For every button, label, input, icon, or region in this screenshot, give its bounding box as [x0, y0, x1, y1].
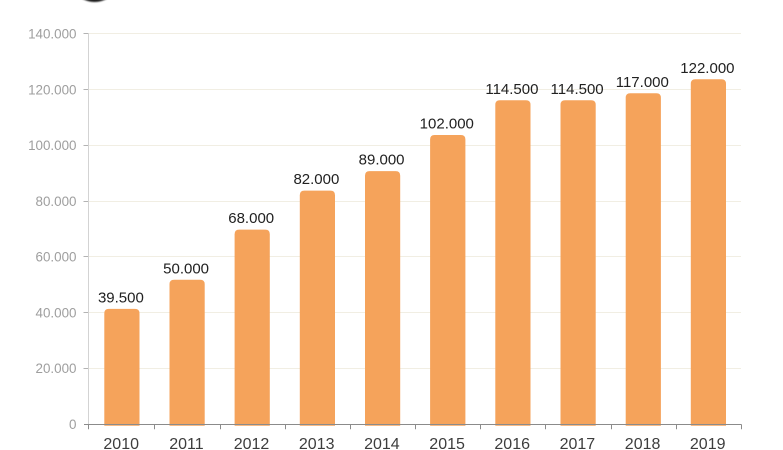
svg-text:102.000: 102.000 — [420, 116, 474, 133]
svg-text:68.000: 68.000 — [228, 210, 274, 227]
svg-text:2011: 2011 — [169, 436, 204, 450]
svg-text:2018: 2018 — [625, 436, 661, 450]
svg-text:2013: 2013 — [299, 436, 335, 450]
svg-text:89.000: 89.000 — [359, 152, 405, 169]
svg-text:40.000: 40.000 — [36, 306, 77, 321]
svg-text:2015: 2015 — [429, 436, 465, 450]
svg-text:2012: 2012 — [234, 436, 270, 450]
svg-text:2016: 2016 — [494, 436, 530, 450]
svg-text:80.000: 80.000 — [36, 194, 77, 209]
svg-text:39.500: 39.500 — [98, 290, 144, 307]
svg-text:0: 0 — [69, 417, 76, 432]
svg-text:140.000: 140.000 — [28, 27, 76, 42]
svg-text:2017: 2017 — [560, 436, 596, 450]
svg-text:60.000: 60.000 — [36, 250, 77, 265]
svg-text:20.000: 20.000 — [36, 361, 77, 376]
svg-text:2019: 2019 — [690, 436, 726, 450]
svg-text:82.000: 82.000 — [293, 171, 339, 188]
svg-text:117.000: 117.000 — [616, 74, 669, 91]
svg-text:2014: 2014 — [364, 436, 400, 450]
svg-text:114.500: 114.500 — [551, 81, 604, 98]
svg-text:2010: 2010 — [103, 436, 139, 450]
svg-text:100.000: 100.000 — [28, 138, 76, 153]
svg-text:114.500: 114.500 — [485, 81, 538, 98]
svg-text:50.000: 50.000 — [163, 260, 209, 277]
svg-text:120.000: 120.000 — [28, 82, 76, 97]
svg-text:122.000: 122.000 — [680, 60, 734, 77]
